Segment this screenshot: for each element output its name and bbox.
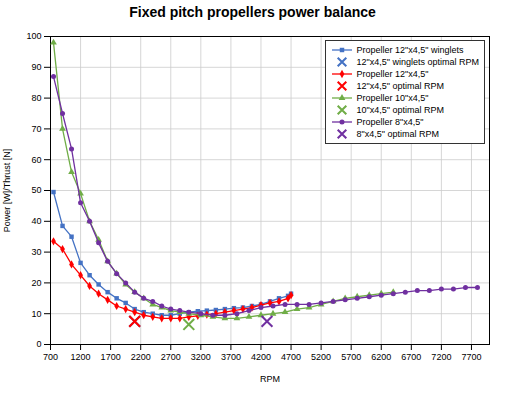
svg-text:40: 40	[31, 216, 41, 226]
html-text:12"x4,5" winglets optimal RPM: 12"x4,5" winglets optimal RPM	[356, 57, 479, 67]
svg-text:3700: 3700	[221, 352, 241, 362]
html-text:12"x4,5" optimal RPM: 12"x4,5" optimal RPM	[356, 81, 444, 91]
svg-text:100: 100	[26, 31, 41, 41]
svg-text:10: 10	[31, 309, 41, 319]
svg-text:7200: 7200	[431, 352, 451, 362]
svg-text:6200: 6200	[371, 352, 391, 362]
svg-text:1700: 1700	[101, 352, 121, 362]
svg-text:6700: 6700	[401, 352, 421, 362]
svg-text:4200: 4200	[251, 352, 271, 362]
svg-text:5200: 5200	[311, 352, 331, 362]
svg-text:30: 30	[31, 247, 41, 257]
html-text:8"x4,5" optimal RPM: 8"x4,5" optimal RPM	[356, 129, 439, 139]
svg-text:0: 0	[36, 339, 41, 349]
html-text:Fixed pitch propellers power b: Fixed pitch propellers power balance	[129, 4, 376, 20]
svg-text:700: 700	[43, 352, 58, 362]
svg-text:4700: 4700	[281, 352, 301, 362]
html-text:Propeller 10"x4,5": Propeller 10"x4,5"	[356, 93, 429, 103]
html-text:10"x4,5" optimal RPM: 10"x4,5" optimal RPM	[356, 105, 444, 115]
svg-text:3200: 3200	[191, 352, 211, 362]
svg-text:90: 90	[31, 62, 41, 72]
svg-text:2700: 2700	[161, 352, 181, 362]
svg-text:7700: 7700	[461, 352, 481, 362]
svg-text:1200: 1200	[71, 352, 91, 362]
svg-text:5700: 5700	[341, 352, 361, 362]
svg-text:2200: 2200	[131, 352, 151, 362]
svg-text:50: 50	[31, 185, 41, 195]
html-text:Propeller 8"x4,5": Propeller 8"x4,5"	[356, 117, 424, 127]
svg-text:20: 20	[31, 278, 41, 288]
html-text:Propeller 12"x4,5": Propeller 12"x4,5"	[356, 69, 429, 79]
svg-text:RPM: RPM	[260, 374, 280, 384]
svg-text:80: 80	[31, 93, 41, 103]
svg-text:Power [W]/Thrust [N]: Power [W]/Thrust [N]	[2, 149, 12, 233]
svg-text:60: 60	[31, 155, 41, 165]
svg-text:70: 70	[31, 124, 41, 134]
html-text:Propeller 12"x4,5" winglets: Propeller 12"x4,5" winglets	[356, 45, 464, 55]
